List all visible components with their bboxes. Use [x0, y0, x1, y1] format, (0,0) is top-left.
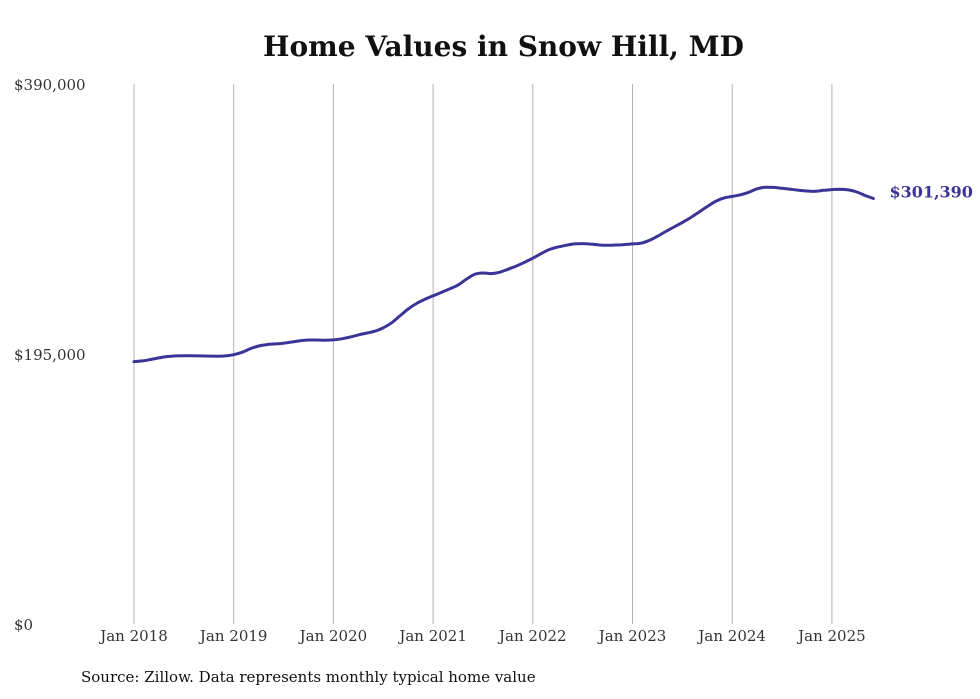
x-tick-label: Jan 2019: [198, 627, 268, 645]
y-tick-label: $0: [14, 616, 33, 634]
x-tick-label: Jan 2024: [696, 627, 766, 645]
x-tick-label: Jan 2023: [597, 627, 667, 645]
x-tick-label: Jan 2018: [98, 627, 168, 645]
x-tick-label: Jan 2021: [397, 627, 467, 645]
chart-title: Home Values in Snow Hill, MD: [263, 30, 744, 63]
x-tick-label: Jan 2020: [298, 627, 368, 645]
x-tick-label: Jan 2025: [796, 627, 866, 645]
series-line: [132, 185, 875, 364]
y-tick-label: $195,000: [14, 346, 86, 364]
x-axis-ticks: Jan 2018 Jan 2019 Jan 2020 Jan 2021 Jan 2022…: [98, 627, 865, 645]
x-tick-label: Jan 2022: [497, 627, 567, 645]
end-value-label: $301,390: [889, 183, 973, 202]
y-tick-label: $390,000: [14, 76, 86, 94]
source-note: Source: Zillow. Data represents monthly …: [81, 668, 536, 686]
y-axis-ticks: $0 $195,000 $390,000: [14, 76, 86, 634]
